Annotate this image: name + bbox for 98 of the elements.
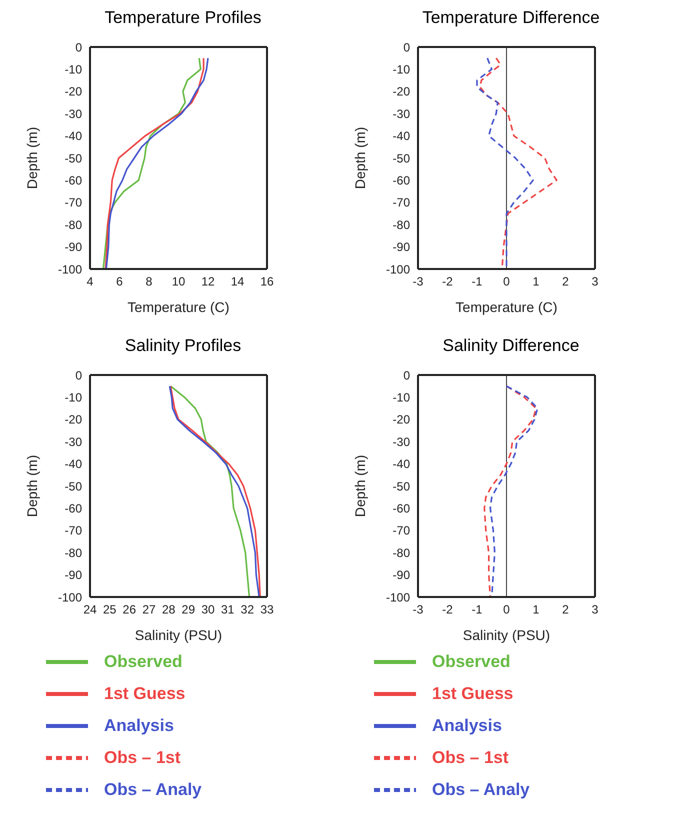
y-tick-label: -50 xyxy=(64,151,82,166)
chart-title: Temperature Profiles xyxy=(104,8,262,29)
x-tick-label: -2 xyxy=(442,274,454,289)
x-tick-label: 0 xyxy=(503,602,510,617)
x-tick-label: 32 xyxy=(240,602,254,617)
x-axis-title: Temperature (C) xyxy=(128,299,230,315)
chart-title: Temperature Difference xyxy=(421,8,601,29)
line-series xyxy=(476,57,534,269)
y-tick-label: -20 xyxy=(392,412,410,427)
x-tick-label: 14 xyxy=(230,274,244,289)
y-axis-title: Depth (m) xyxy=(24,126,40,190)
x-tick-label: -2 xyxy=(442,602,454,617)
y-tick-label: -70 xyxy=(392,524,410,538)
y-tick-label: -100 xyxy=(386,590,410,604)
chart-title: Salinity Difference xyxy=(442,336,580,357)
chart-title: Salinity Profiles xyxy=(124,336,242,357)
y-tick-label: -90 xyxy=(64,240,82,254)
x-tick-label: 8 xyxy=(146,274,153,289)
x-tick-label: 28 xyxy=(162,602,176,617)
y-tick-label: -30 xyxy=(392,106,410,121)
y-tick-label: -80 xyxy=(64,218,82,232)
legend-label: 1st Guess xyxy=(104,684,186,704)
y-tick-label: -40 xyxy=(392,129,410,144)
x-axis-title: Temperature (C) xyxy=(456,299,558,315)
x-tick-label: 3 xyxy=(592,602,599,617)
y-tick-label: -100 xyxy=(58,590,82,604)
x-tick-label: 0 xyxy=(503,274,510,289)
y-tick-label: 0 xyxy=(75,40,82,54)
y-tick-label: -90 xyxy=(64,568,82,582)
y-tick-label: -100 xyxy=(58,262,82,276)
x-tick-label: -3 xyxy=(412,602,424,617)
x-tick-label: 30 xyxy=(201,602,215,617)
y-tick-label: -70 xyxy=(64,524,82,538)
text: 1st Guess xyxy=(432,684,514,704)
text: Analysis xyxy=(432,716,502,736)
y-tick-label: -10 xyxy=(64,390,82,404)
y-tick-label: -30 xyxy=(392,434,410,449)
x-tick-label: 27 xyxy=(142,602,156,617)
x-tick-label: 29 xyxy=(182,602,196,617)
x-tick-label: 2 xyxy=(562,274,570,289)
legend-label: Observed xyxy=(432,652,510,672)
y-tick-label: -40 xyxy=(64,457,82,472)
y-tick-label: -60 xyxy=(64,173,82,188)
y-tick-label: -40 xyxy=(64,129,82,144)
y-tick-label: 0 xyxy=(403,40,410,54)
x-tick-label: -1 xyxy=(472,602,483,617)
x-tick-label: 31 xyxy=(220,602,235,617)
y-axis-title: Depth (m) xyxy=(352,126,368,190)
x-tick-label: 12 xyxy=(201,274,215,289)
y-tick-label: -60 xyxy=(64,501,82,516)
x-tick-label: 10 xyxy=(172,274,186,289)
x-tick-label: 33 xyxy=(260,602,274,617)
x-axis-title: Salinity (PSU) xyxy=(134,627,222,643)
y-tick-label: -80 xyxy=(392,218,410,232)
y-tick-label: -60 xyxy=(392,173,410,188)
y-tick-label: -80 xyxy=(392,546,410,560)
text: Obs – Analy xyxy=(104,780,202,800)
y-tick-label: -50 xyxy=(392,479,410,494)
y-tick-label: -30 xyxy=(64,434,82,449)
y-tick-label: -10 xyxy=(392,62,410,76)
y-tick-label: 0 xyxy=(403,368,410,382)
y-tick-label: -20 xyxy=(64,412,82,427)
y-tick-label: -90 xyxy=(392,240,410,254)
y-tick-label: -60 xyxy=(392,501,410,516)
x-tick-label: 4 xyxy=(86,274,94,289)
y-tick-label: -80 xyxy=(64,546,82,560)
y-tick-label: -100 xyxy=(386,262,410,276)
x-tick-label: 24 xyxy=(83,602,97,617)
legend-label: Obs – 1st xyxy=(432,748,509,768)
y-tick-label: -70 xyxy=(64,196,82,210)
y-tick-label: -10 xyxy=(64,62,82,76)
y-tick-label: -20 xyxy=(64,84,82,99)
y-tick-label: -30 xyxy=(64,106,82,121)
y-tick-label: -50 xyxy=(64,479,82,494)
y-tick-label: -70 xyxy=(392,196,410,210)
x-tick-label: 1 xyxy=(532,274,540,289)
x-tick-label: 2 xyxy=(562,602,570,617)
x-tick-label: 6 xyxy=(116,274,124,289)
x-tick-label: -3 xyxy=(412,274,424,289)
x-tick-label: 3 xyxy=(592,274,599,289)
x-tick-label: 1 xyxy=(532,602,540,617)
x-tick-label: 25 xyxy=(102,602,117,617)
legend-label: Observed xyxy=(104,652,182,672)
legend-label: Obs – Analy xyxy=(432,780,530,800)
y-axis-title: Depth (m) xyxy=(24,454,40,518)
y-tick-label: -40 xyxy=(392,457,410,472)
x-tick-label: 16 xyxy=(260,274,274,289)
y-tick-label: -10 xyxy=(392,390,410,404)
x-tick-label: -1 xyxy=(472,274,483,289)
legend-label: Analysis xyxy=(104,716,174,736)
y-tick-label: -90 xyxy=(392,568,410,582)
y-tick-label: -20 xyxy=(392,84,410,99)
y-tick-label: 0 xyxy=(75,368,82,382)
x-axis-title: Salinity (PSU) xyxy=(462,627,550,643)
y-tick-label: -50 xyxy=(392,151,410,166)
y-axis-title: Depth (m) xyxy=(352,454,368,518)
x-tick-label: 26 xyxy=(122,602,136,617)
text: Obs – 1st xyxy=(104,748,181,768)
